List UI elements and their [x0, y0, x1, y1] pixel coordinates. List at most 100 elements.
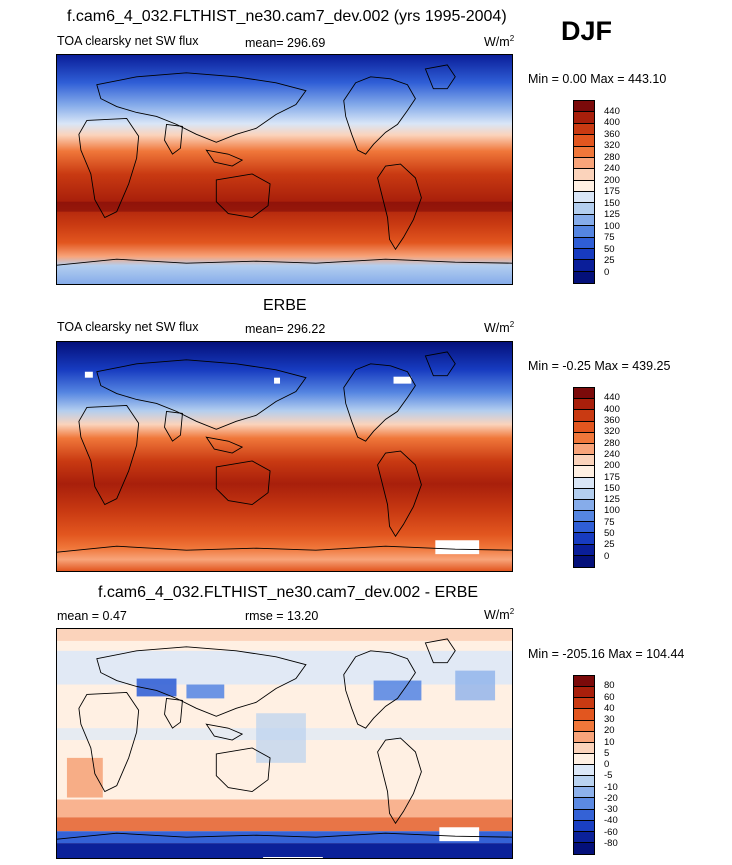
colorbar-swatch [574, 443, 594, 456]
colorbar-tick-label: 10 [604, 736, 615, 748]
colorbar-swatch [574, 555, 594, 567]
colorbar-tick-label: 200 [604, 174, 620, 186]
panel-2-units: W/m2 [484, 320, 515, 336]
colorbar-tick-label: 25 [604, 255, 615, 266]
coastline [96, 359, 307, 430]
colorbar-tick-label: -20 [604, 792, 618, 804]
coastline [164, 410, 183, 442]
coastline [377, 163, 422, 251]
colorbar-swatch [574, 101, 594, 113]
colorbar-swatch [574, 776, 594, 788]
colorbar-tick-label: 240 [604, 448, 620, 460]
panel-2-minmax: Min = -0.25 Max = 439.25 [528, 359, 671, 373]
colorbar-tick-label: 0 [604, 759, 610, 770]
colorbar-tick-label: -5 [604, 770, 613, 782]
coastline [424, 64, 456, 90]
colorbar-swatch [574, 842, 594, 854]
panel-1-variable: TOA clearsky net SW flux [57, 34, 199, 48]
colorbar-tick-label: 400 [604, 403, 620, 415]
colorbar-swatch [574, 226, 594, 238]
coastline [215, 173, 271, 219]
coastline [343, 76, 416, 155]
colorbar-tick-label: 80 [604, 680, 615, 692]
colorbar-swatch [574, 753, 594, 765]
colorbar-tick-label: 60 [604, 691, 615, 703]
colorbar-swatch [574, 676, 594, 688]
panel-1-minmax: Min = 0.00 Max = 443.10 [528, 72, 667, 86]
colorbar-tick-label: -60 [604, 826, 618, 838]
colorbar-tick-label: 240 [604, 163, 620, 174]
colorbar-tick-label: 100 [604, 505, 620, 517]
panel-3-title: f.cam6_4_032.FLTHIST_ne30.cam7_dev.002 -… [98, 584, 479, 601]
coastline [205, 436, 244, 454]
colorbar-tick-label: 320 [604, 140, 620, 151]
colorbar-tick-label: 200 [604, 460, 620, 472]
colorbar-swatch [574, 399, 594, 411]
panel-1-title: f.cam6_4_032.FLTHIST_ne30.cam7_dev.002 (… [67, 8, 507, 25]
panel-3-mean: mean = 0.47 [57, 609, 127, 623]
panel-2-mean: mean= 296.22 [245, 322, 326, 336]
colorbar-swatch [574, 499, 594, 512]
panel-3-units: W/m2 [484, 607, 515, 623]
colorbar-tick-label: 360 [604, 128, 620, 140]
colorbar-tick-label: 25 [604, 539, 615, 551]
panel-2-title: ERBE [263, 297, 307, 314]
colorbar-tick-label: 50 [604, 243, 615, 255]
colorbar-tick-label: -30 [604, 804, 618, 815]
colorbar-swatch [574, 157, 594, 170]
panel-2-colorbar [573, 387, 595, 568]
coastline-antarctica [57, 832, 512, 840]
colorbar-tick-label: 5 [604, 747, 610, 759]
colorbar-tick-label: 75 [604, 516, 615, 528]
panel-2-variable: TOA clearsky net SW flux [57, 320, 199, 334]
panel-3-rmse: rmse = 13.20 [245, 609, 319, 623]
colorbar-swatch [574, 698, 594, 710]
colorbar-swatch [574, 466, 594, 478]
colorbar-swatch [574, 180, 594, 192]
colorbar-swatch [574, 533, 594, 545]
colorbar-swatch [574, 123, 594, 136]
panel-1-map [56, 54, 513, 285]
colorbar-tick-label: 280 [604, 151, 620, 163]
colorbar-swatch [574, 146, 594, 158]
colorbar-swatch [574, 709, 594, 721]
coastline [96, 72, 307, 143]
coastline [424, 638, 456, 664]
colorbar-swatch [574, 388, 594, 400]
coastline [164, 123, 183, 155]
colorbar-tick-label: -40 [604, 815, 618, 827]
colorbar-tick-label: 175 [604, 471, 620, 483]
colorbar-swatch [574, 831, 594, 843]
colorbar-tick-label: -10 [604, 781, 618, 793]
colorbar-swatch [574, 798, 594, 810]
colorbar-swatch [574, 260, 594, 272]
colorbar-tick-label: 125 [604, 494, 620, 506]
coastline [78, 404, 140, 506]
colorbar-tick-label: 40 [604, 702, 615, 714]
colorbar-swatch [574, 477, 594, 489]
colorbar-tick-label: 150 [604, 197, 620, 209]
colorbar-swatch [574, 421, 594, 433]
colorbar-tick-label: -80 [604, 837, 618, 849]
colorbar-swatch [574, 432, 594, 444]
panel-3-minmax: Min = -205.16 Max = 104.44 [528, 647, 685, 661]
coastline [96, 646, 307, 717]
colorbar-swatch [574, 720, 594, 732]
colorbar-tick-label: 440 [604, 105, 620, 117]
coastline [215, 747, 271, 793]
coastline [164, 697, 183, 729]
coastline-antarctica [57, 258, 512, 266]
colorbar-tick-label: 150 [604, 482, 620, 494]
colorbar-swatch [574, 455, 594, 467]
panel-1-mean: mean= 296.69 [245, 36, 326, 50]
colorbar-tick-label: 320 [604, 426, 620, 438]
panel-2-map [56, 341, 513, 572]
colorbar-swatch [574, 271, 594, 283]
colorbar-swatch [574, 203, 594, 215]
coastline-antarctica [57, 545, 512, 553]
coastline [78, 691, 140, 793]
coastline [205, 723, 244, 741]
coastline [343, 363, 416, 442]
colorbar-swatch [574, 237, 594, 249]
colorbar-swatch [574, 135, 594, 147]
